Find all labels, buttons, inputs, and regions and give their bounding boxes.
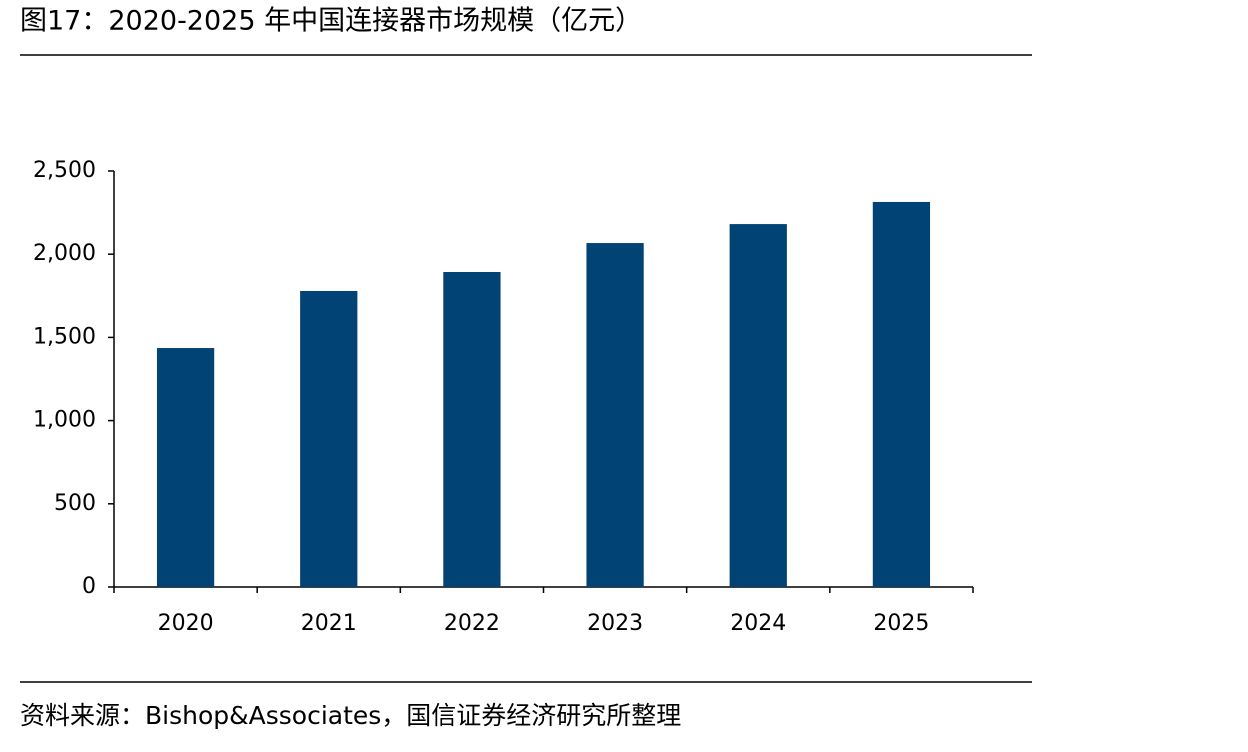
chart-title: 图17：2020-2025 年中国连接器市场规模（亿元） [20,6,642,37]
x-tick-label: 2021 [301,611,357,636]
y-tick-label: 1,500 [33,324,96,349]
bar [300,290,358,587]
x-tick-label: 2020 [158,611,214,636]
bar [156,348,215,587]
y-tick-label: 2,000 [33,241,96,266]
bar [872,201,931,588]
source: 资料来源：Bishop&Associates，国信证券经济研究所整理 [20,701,681,730]
x-tick-label: 2023 [587,611,643,636]
y-tick-label: 0 [82,574,96,599]
x-tick-label: 2022 [444,611,500,636]
x-tick-label: 2024 [730,611,786,636]
x-tick-label: 2025 [873,611,929,636]
bar [443,272,501,587]
y-tick-label: 2,500 [33,158,96,183]
y-tick-label: 1,000 [33,408,96,433]
bar [729,224,787,587]
y-tick-label: 500 [54,491,96,516]
bar [586,243,644,587]
